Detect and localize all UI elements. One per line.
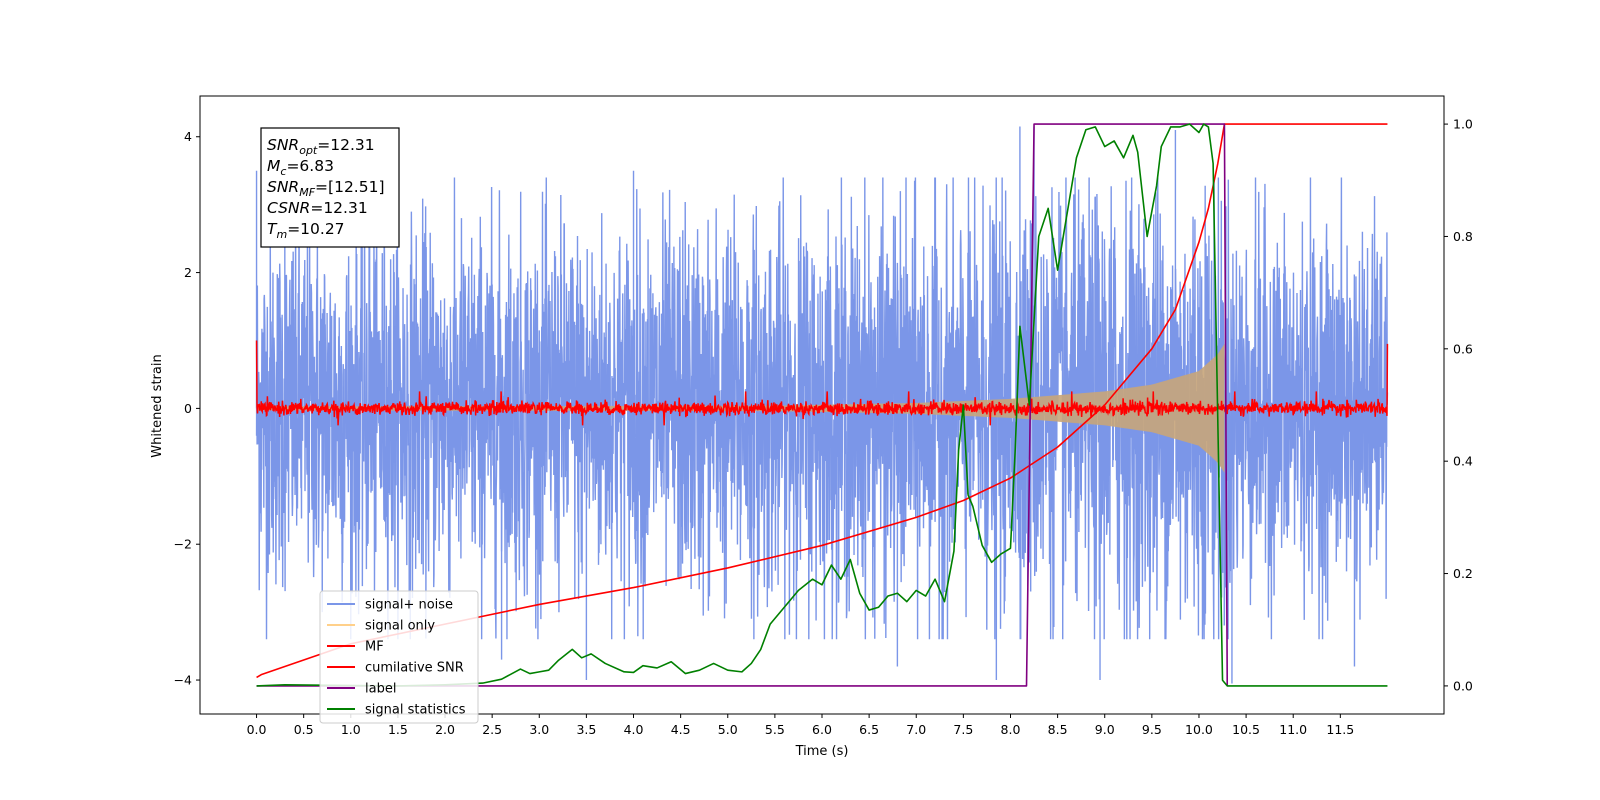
legend-entry: signal+ noise bbox=[365, 598, 453, 613]
y-right-tick-label: 0.6 bbox=[1453, 341, 1473, 356]
stats-annotation-box: SNRopt=12.31Mc=6.83SNRMF=[12.51]CSNR=12.… bbox=[260, 127, 400, 248]
x-tick-label: 4.0 bbox=[624, 722, 644, 737]
x-tick-label: 11.5 bbox=[1326, 722, 1354, 737]
y-left-tick-label: 4 bbox=[184, 129, 192, 144]
x-tick-label: 1.5 bbox=[388, 722, 408, 737]
y-left-tick-label: −4 bbox=[174, 673, 192, 688]
x-tick-label: 10.0 bbox=[1185, 722, 1213, 737]
x-tick-label: 10.5 bbox=[1232, 722, 1260, 737]
x-tick-label: 1.0 bbox=[341, 722, 361, 737]
legend-entry: signal statistics bbox=[365, 703, 466, 718]
annotation-line: SNRMF=[12.51] bbox=[267, 178, 385, 199]
legend-entry: label bbox=[365, 682, 396, 697]
y-right-tick-label: 0.0 bbox=[1453, 678, 1473, 693]
x-axis: 0.0 0.5 1.0 1.5 2.0 2.5 3.0 3.5 4.0 4.5 5.0 5.5 6.0 6… bbox=[247, 714, 1354, 737]
x-tick-label: 7.0 bbox=[906, 722, 926, 737]
annotation-line: Tm=10.27 bbox=[267, 220, 345, 241]
legend-entry: MF bbox=[365, 640, 384, 655]
series-signal-statistics bbox=[256, 123, 1388, 687]
x-tick-label: 0.0 bbox=[247, 722, 267, 737]
series-label bbox=[256, 123, 1229, 687]
legend-frame bbox=[319, 590, 479, 724]
annotation-line: Mc=6.83 bbox=[267, 157, 334, 178]
x-tick-label: 2.0 bbox=[435, 722, 455, 737]
x-tick-label: 0.5 bbox=[294, 722, 314, 737]
series-mf bbox=[255, 340, 1389, 426]
x-axis-label: Time (s) bbox=[795, 744, 849, 759]
x-tick-label: 9.5 bbox=[1142, 722, 1162, 737]
y-right-tick-label: 0.4 bbox=[1453, 454, 1473, 469]
series-signal-noise-peaks bbox=[255, 126, 1356, 684]
y-axis-left: −4 −2 0 2 4 bbox=[174, 129, 200, 688]
y-left-tick-label: −2 bbox=[174, 537, 192, 552]
x-tick-label: 11.0 bbox=[1279, 722, 1307, 737]
annotation-frame bbox=[260, 127, 400, 248]
x-tick-label: 3.5 bbox=[576, 722, 596, 737]
series-layer bbox=[255, 123, 1389, 687]
x-tick-label: 7.5 bbox=[953, 722, 973, 737]
y-right-tick-label: 0.8 bbox=[1453, 229, 1473, 244]
x-tick-label: 5.0 bbox=[718, 722, 738, 737]
x-tick-label: 9.0 bbox=[1095, 722, 1115, 737]
legend-entry: cumilative SNR bbox=[365, 661, 464, 676]
annotation-line: CSNR=12.31 bbox=[267, 199, 368, 217]
x-tick-label: 8.0 bbox=[1001, 722, 1021, 737]
x-tick-label: 2.5 bbox=[482, 722, 502, 737]
x-tick-label: 6.5 bbox=[859, 722, 879, 737]
x-tick-label: 4.5 bbox=[671, 722, 691, 737]
x-tick-label: 3.0 bbox=[529, 722, 549, 737]
legend: signal+ noise signal only MF cumilative SNR… bbox=[319, 590, 479, 724]
x-tick-label: 5.5 bbox=[765, 722, 785, 737]
annotation-line: SNRopt=12.31 bbox=[267, 136, 375, 157]
y-axis-right: 0.0 0.2 0.4 0.6 0.8 1.0 bbox=[1444, 117, 1473, 693]
x-tick-label: 8.5 bbox=[1048, 722, 1068, 737]
y-right-tick-label: 0.2 bbox=[1453, 566, 1473, 581]
y-left-tick-label: 2 bbox=[184, 265, 192, 280]
y-left-tick-label: 0 bbox=[184, 401, 192, 416]
y-axis-label: Whitened strain bbox=[150, 354, 165, 457]
legend-entry: signal only bbox=[365, 619, 435, 634]
y-right-tick-label: 1.0 bbox=[1453, 117, 1473, 132]
x-tick-label: 6.0 bbox=[812, 722, 832, 737]
